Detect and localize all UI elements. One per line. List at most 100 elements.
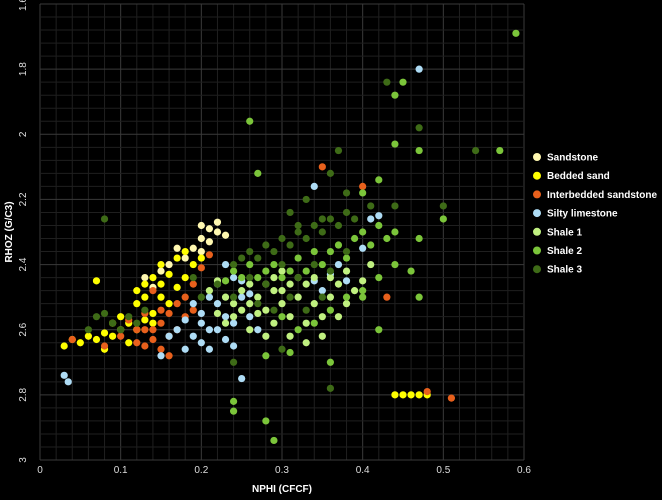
data-point [383, 78, 391, 86]
data-point [157, 306, 165, 314]
data-point [391, 228, 399, 236]
legend-item[interactable]: Interbedded sandstone [533, 190, 657, 201]
x-tick-label: 0.4 [356, 465, 370, 476]
data-point [310, 182, 318, 190]
data-point [181, 293, 189, 301]
data-point [238, 274, 246, 282]
data-point [262, 417, 270, 425]
data-point [302, 319, 310, 327]
data-point [367, 260, 375, 269]
legend-item[interactable]: Shale 1 [533, 227, 582, 238]
data-point [197, 264, 205, 272]
data-point [334, 221, 343, 230]
legend: Sandstone Bedded sand Interbedded sandston… [533, 153, 657, 276]
data-point [221, 335, 230, 344]
data-point [197, 247, 205, 256]
data-point [230, 319, 238, 327]
data-point [125, 313, 133, 321]
data-point [230, 313, 238, 321]
data-point [342, 300, 351, 308]
legend-item[interactable]: Shale 2 [533, 246, 582, 257]
data-point [447, 394, 455, 402]
x-tick-label: 0.6 [517, 465, 531, 476]
series-sandstone [141, 218, 230, 291]
legend-marker [533, 153, 541, 161]
y-tick-label: 2.2 [18, 192, 29, 206]
data-point [157, 319, 165, 327]
data-point [326, 267, 334, 275]
data-point [230, 293, 238, 301]
data-point [149, 287, 157, 295]
data-point [415, 234, 423, 243]
data-point [318, 228, 326, 236]
data-point [125, 339, 133, 347]
data-point [141, 316, 149, 324]
data-point [294, 228, 302, 236]
legend-item[interactable]: Sandstone [533, 153, 599, 164]
data-point [310, 247, 318, 256]
data-point [165, 300, 173, 308]
data-point [359, 189, 367, 197]
data-point [213, 326, 222, 334]
data-point [181, 247, 189, 256]
data-point [351, 287, 359, 295]
data-point [221, 277, 230, 285]
data-point [117, 332, 125, 340]
data-point [141, 326, 149, 334]
data-point [334, 313, 343, 321]
data-point [278, 313, 286, 321]
data-point [318, 215, 326, 223]
data-point [230, 358, 238, 366]
data-point [334, 241, 343, 249]
data-point [205, 251, 213, 259]
data-point [351, 215, 359, 223]
legend-label: Shale 1 [547, 227, 582, 238]
data-point [294, 221, 302, 230]
data-point [407, 391, 415, 399]
data-point [205, 287, 213, 295]
data-point [141, 274, 149, 282]
data-point [270, 319, 278, 327]
legend-item[interactable]: Silty limestone [533, 209, 618, 220]
data-point [189, 306, 197, 314]
data-point [383, 234, 391, 243]
data-point [133, 287, 141, 295]
data-point [359, 287, 367, 295]
data-point [294, 274, 302, 282]
x-tick-label: 0.2 [194, 465, 208, 476]
data-point [100, 329, 109, 337]
legend-item[interactable]: Shale 3 [533, 265, 582, 276]
series-shale-1 [205, 260, 375, 347]
data-point [238, 293, 246, 301]
data-point [294, 254, 302, 262]
data-point [302, 339, 310, 347]
data-point [173, 283, 181, 291]
data-point [197, 309, 205, 318]
data-point [205, 293, 213, 301]
data-point [334, 146, 343, 155]
data-point [197, 293, 205, 301]
data-point [109, 319, 117, 327]
data-point [318, 260, 326, 269]
data-point [221, 313, 230, 321]
data-point [238, 254, 246, 262]
data-point [262, 267, 270, 275]
data-point [173, 326, 181, 334]
data-point [109, 332, 117, 340]
data-point [100, 309, 109, 318]
data-point [221, 293, 230, 301]
data-point [246, 280, 254, 288]
data-point [181, 345, 189, 353]
data-point [149, 335, 157, 344]
data-point [197, 234, 205, 243]
y-tick-label: 2.6 [18, 322, 29, 336]
data-point [294, 326, 302, 334]
data-point [84, 326, 92, 334]
data-point [189, 244, 197, 252]
legend-item[interactable]: Bedded sand [533, 171, 610, 182]
data-point [133, 300, 141, 308]
data-point [205, 326, 213, 334]
data-point [149, 319, 157, 327]
data-point [310, 274, 318, 282]
data-point [367, 215, 375, 223]
